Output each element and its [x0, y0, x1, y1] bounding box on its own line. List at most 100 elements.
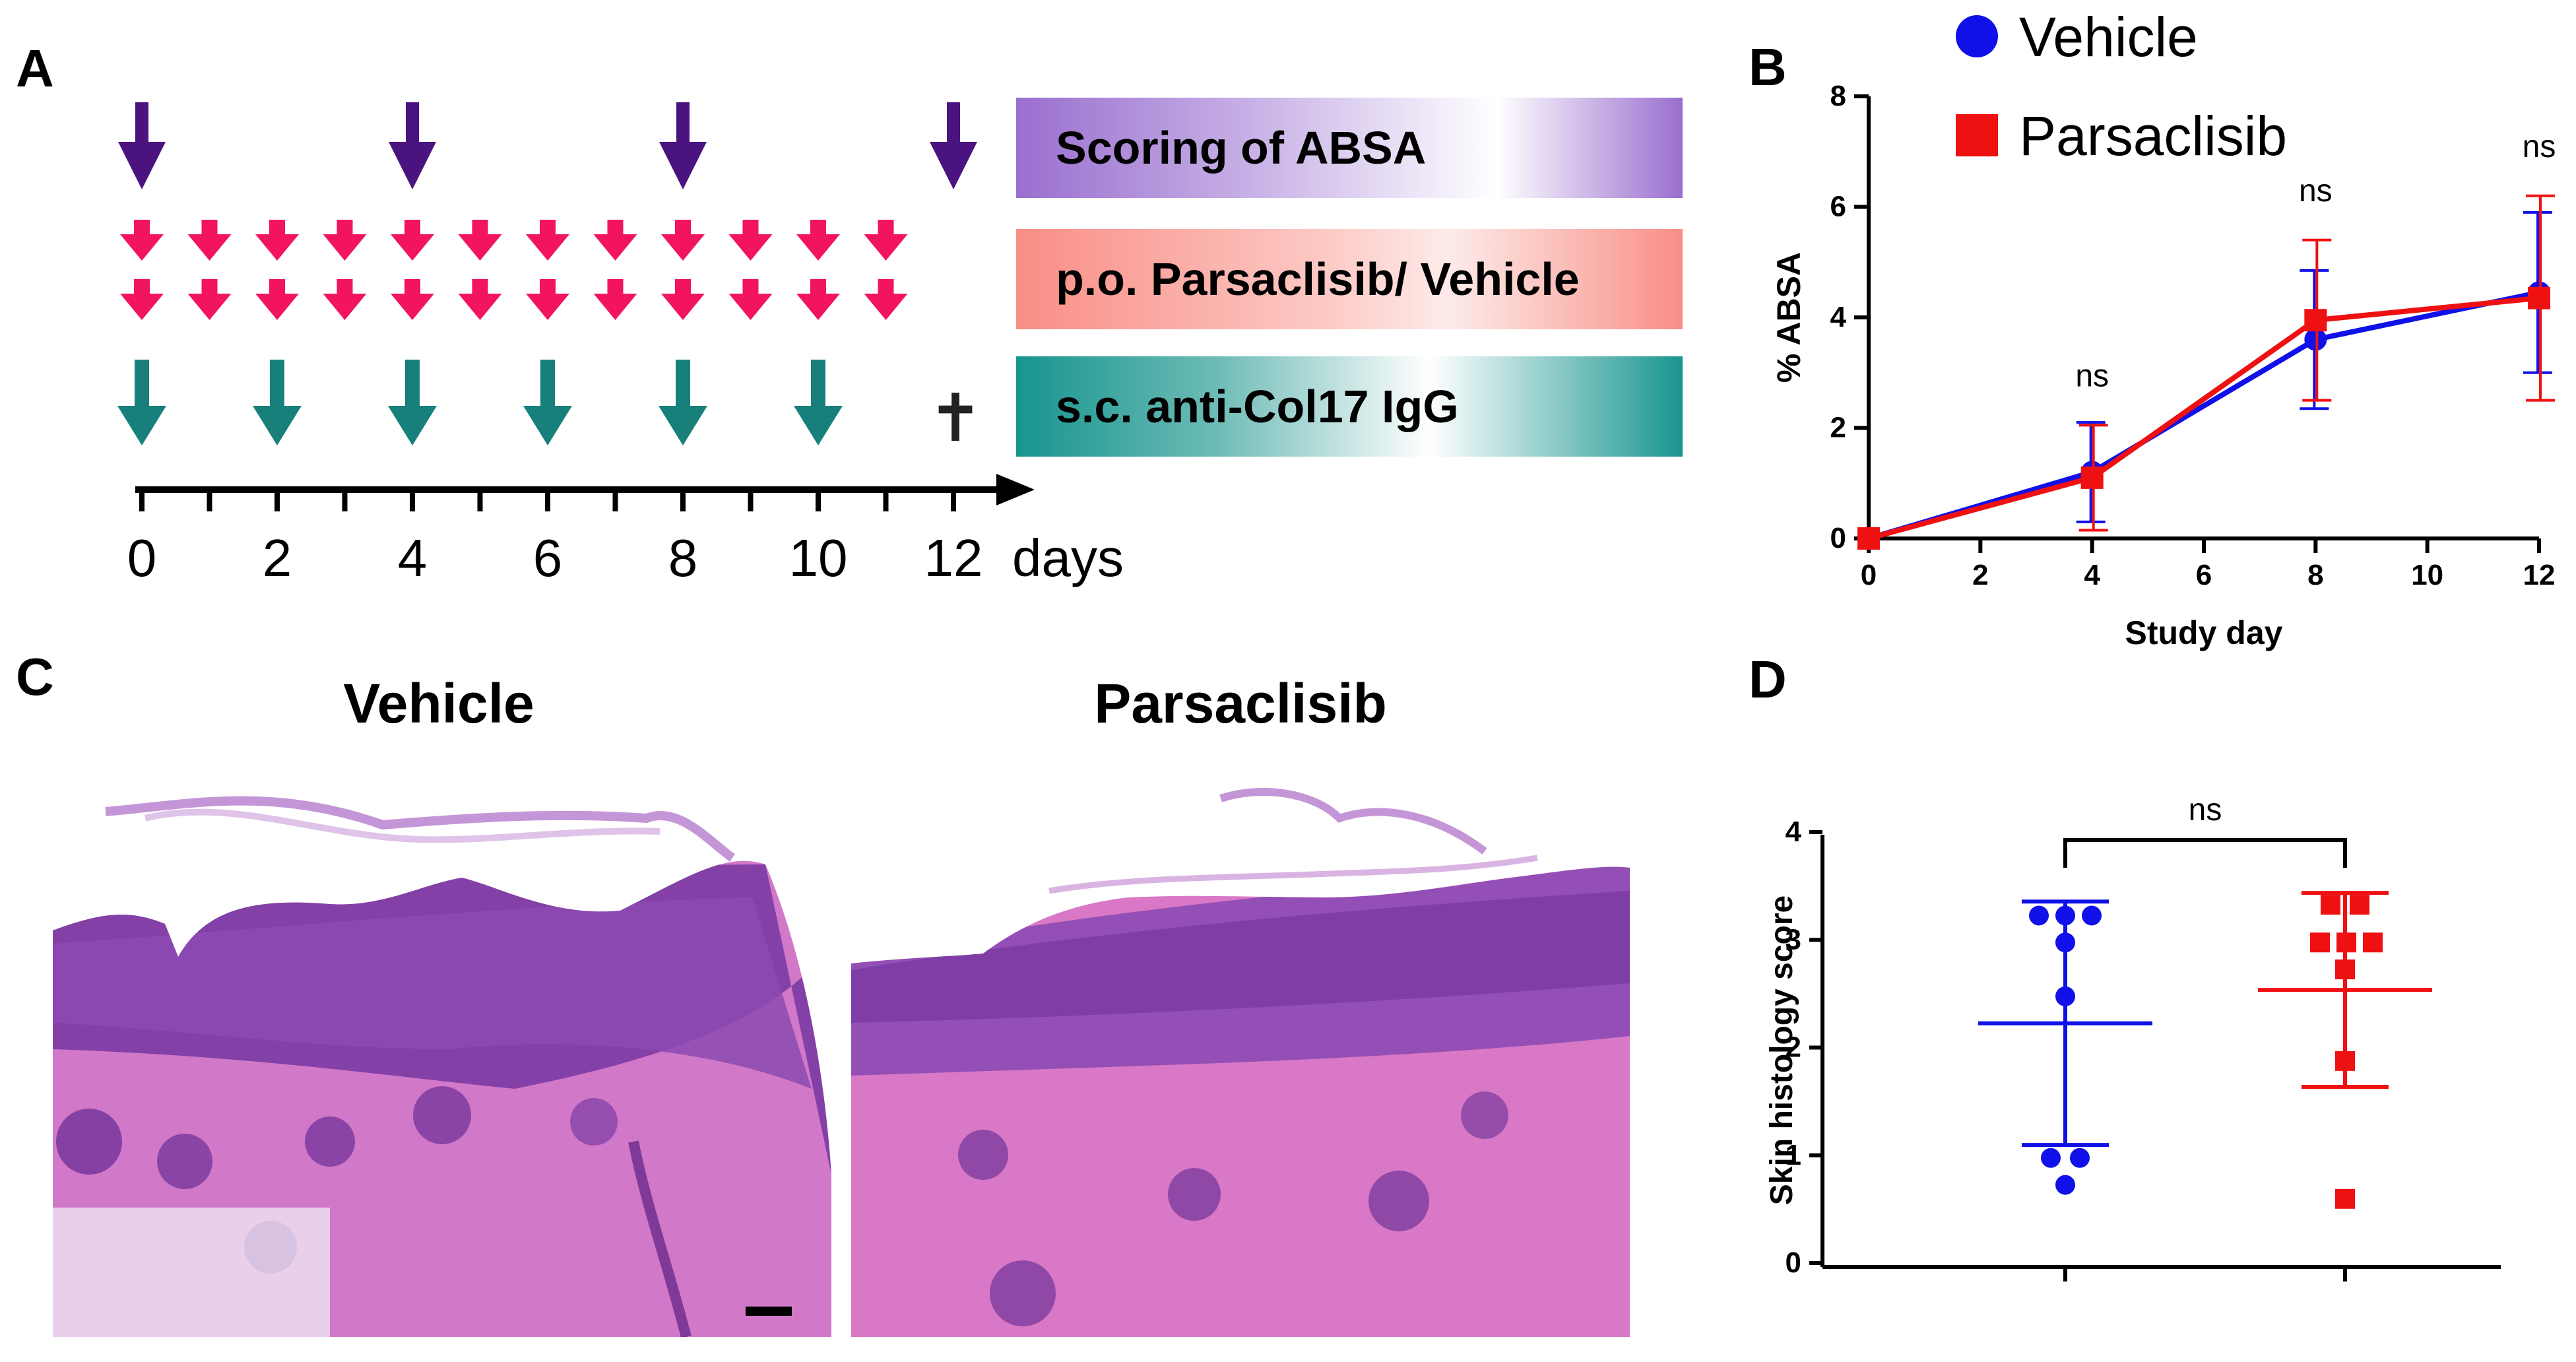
- y-tick-label: 4: [1830, 301, 1847, 333]
- injection-arrow: [659, 360, 707, 445]
- injection-arrow: [253, 360, 302, 445]
- significance-label: ns: [2299, 174, 2333, 209]
- data-point: [2070, 1148, 2090, 1168]
- x-tick-label: 2: [1972, 559, 1988, 591]
- data-point: [2335, 1188, 2355, 1209]
- time-axis-tick-label: 0: [127, 529, 157, 587]
- time-axis-tick-label: 2: [262, 529, 292, 587]
- data-point: [2310, 932, 2330, 953]
- data-point: [2080, 466, 2104, 489]
- x-tick-label: 6: [2196, 559, 2212, 591]
- injection-arrow: [794, 360, 843, 445]
- y-tick-label: 2: [1830, 412, 1846, 444]
- series-line-parsaclisib: [1867, 295, 2540, 541]
- significance-label: ns: [2075, 359, 2109, 394]
- data-point: [2363, 932, 2383, 953]
- oral-dose-arrow: [661, 220, 705, 261]
- data-point: [2082, 905, 2102, 926]
- data-point: [2336, 932, 2356, 953]
- series-line-vehicle: [1867, 290, 2540, 541]
- data-point: [2304, 328, 2327, 351]
- scoring-arrow: [118, 102, 166, 189]
- x-tick-label: 4: [2084, 559, 2100, 591]
- time-axis-tick-label: 12: [924, 529, 983, 587]
- oral-dose-arrow: [728, 279, 773, 320]
- scoring-arrow: [389, 102, 436, 189]
- oral-dose-arrow: [120, 220, 164, 261]
- oral-dose-arrow: [391, 220, 434, 261]
- data-point: [2321, 895, 2340, 915]
- schedule-diagram: ✝: [117, 102, 1035, 511]
- data-point: [2528, 286, 2550, 309]
- oral-dose-arrow: [593, 279, 637, 320]
- scoring-arrow: [659, 102, 707, 189]
- histology-parsaclisib-image: [851, 746, 1630, 1337]
- y-axis-title: % ABSA: [1770, 252, 1807, 383]
- histology-vehicle-image: [53, 746, 831, 1337]
- panel-label-d: D: [1749, 650, 1787, 709]
- oral-dose-arrow: [593, 220, 637, 261]
- oral-dose-arrow: [323, 279, 367, 320]
- oral-dose-arrow: [323, 220, 367, 261]
- data-point: [1857, 527, 1880, 550]
- panel-label-c: C: [16, 647, 54, 706]
- time-axis-tick-label: 6: [532, 529, 563, 587]
- data-point: [2055, 1175, 2075, 1195]
- x-tick-label: 8: [2307, 559, 2323, 591]
- y-tick-label: 0: [1830, 522, 1846, 554]
- injection-arrow: [117, 360, 166, 445]
- legend-label: Vehicle: [2019, 6, 2198, 68]
- y-tick-label: 4: [1786, 816, 1802, 848]
- oral-dose-arrow: [864, 220, 908, 261]
- time-axis-ticks: [139, 490, 956, 511]
- histology-parsaclisib-title: Parsaclisib: [1094, 672, 1387, 734]
- oral-dose-arrow: [255, 220, 299, 261]
- oral-dose-arrow: [391, 279, 434, 320]
- legend-label: Parsaclisib: [2019, 105, 2287, 167]
- time-axis-tick-label: 8: [668, 529, 698, 587]
- panel-label-b: B: [1749, 38, 1787, 96]
- panel-label-a: A: [16, 39, 54, 98]
- oral-dose-arrow: [864, 279, 908, 320]
- oral-dose-arrow: [796, 279, 840, 320]
- legend-marker: [1956, 15, 1998, 57]
- x-tick-label: 12: [2523, 559, 2556, 591]
- histology-score-chart: 0 1 2 3 4 Skin histology score ns: [1764, 793, 2501, 1281]
- injection-bar: s.c. anti-Col17 IgG: [1016, 356, 1683, 457]
- data-point: [2055, 905, 2075, 926]
- oral-treatment-label: p.o. Parsaclisib/ Vehicle: [1056, 253, 1580, 305]
- oral-dose-arrow: [526, 279, 569, 320]
- oral-dose-arrow: [458, 220, 502, 261]
- scale-bar: [746, 1307, 792, 1316]
- data-point: [2335, 959, 2355, 980]
- time-axis-unit: days: [1012, 529, 1124, 587]
- y-tick-label: 1: [1786, 1139, 1801, 1171]
- oral-dose-arrow: [255, 279, 299, 320]
- oral-dose-arrow: [728, 220, 773, 261]
- oral-dose-arrow: [661, 279, 705, 320]
- x-tick-label: 10: [2411, 559, 2443, 591]
- y-tick-label: 6: [1830, 191, 1846, 223]
- oral-dose-arrow: [796, 220, 840, 261]
- scoring-absa-bar: Scoring of ABSA: [1016, 98, 1683, 198]
- scoring-absa-label: Scoring of ABSA: [1056, 122, 1427, 174]
- data-point: [2029, 905, 2049, 926]
- time-axis-tick-label: 10: [789, 529, 848, 587]
- time-axis-arrowhead: [996, 474, 1035, 505]
- injection-arrow: [523, 360, 572, 445]
- schedule-arrows: [117, 102, 977, 445]
- absa-line-chart: 0 2 4 6 8 0 2 4 6 8 10 12 Study day % ABSA ns ns ns Vehic…: [1770, 6, 2556, 651]
- data-point: [2304, 309, 2327, 332]
- y-tick-label: 2: [1786, 1031, 1801, 1064]
- significance-label: ns: [2523, 129, 2556, 164]
- significance-label: ns: [2189, 793, 2222, 827]
- data-point: [2350, 895, 2369, 915]
- scoring-arrow: [930, 102, 977, 189]
- y-tick-label: 3: [1786, 923, 1801, 956]
- oral-dose-arrow: [120, 279, 164, 320]
- significance-bracket: [2063, 838, 2347, 868]
- injection-label: s.c. anti-Col17 IgG: [1056, 381, 1459, 432]
- y-tick-label: 0: [1786, 1247, 1801, 1279]
- x-tick-label: 0: [1861, 559, 1877, 591]
- legend-marker: [1956, 114, 1998, 156]
